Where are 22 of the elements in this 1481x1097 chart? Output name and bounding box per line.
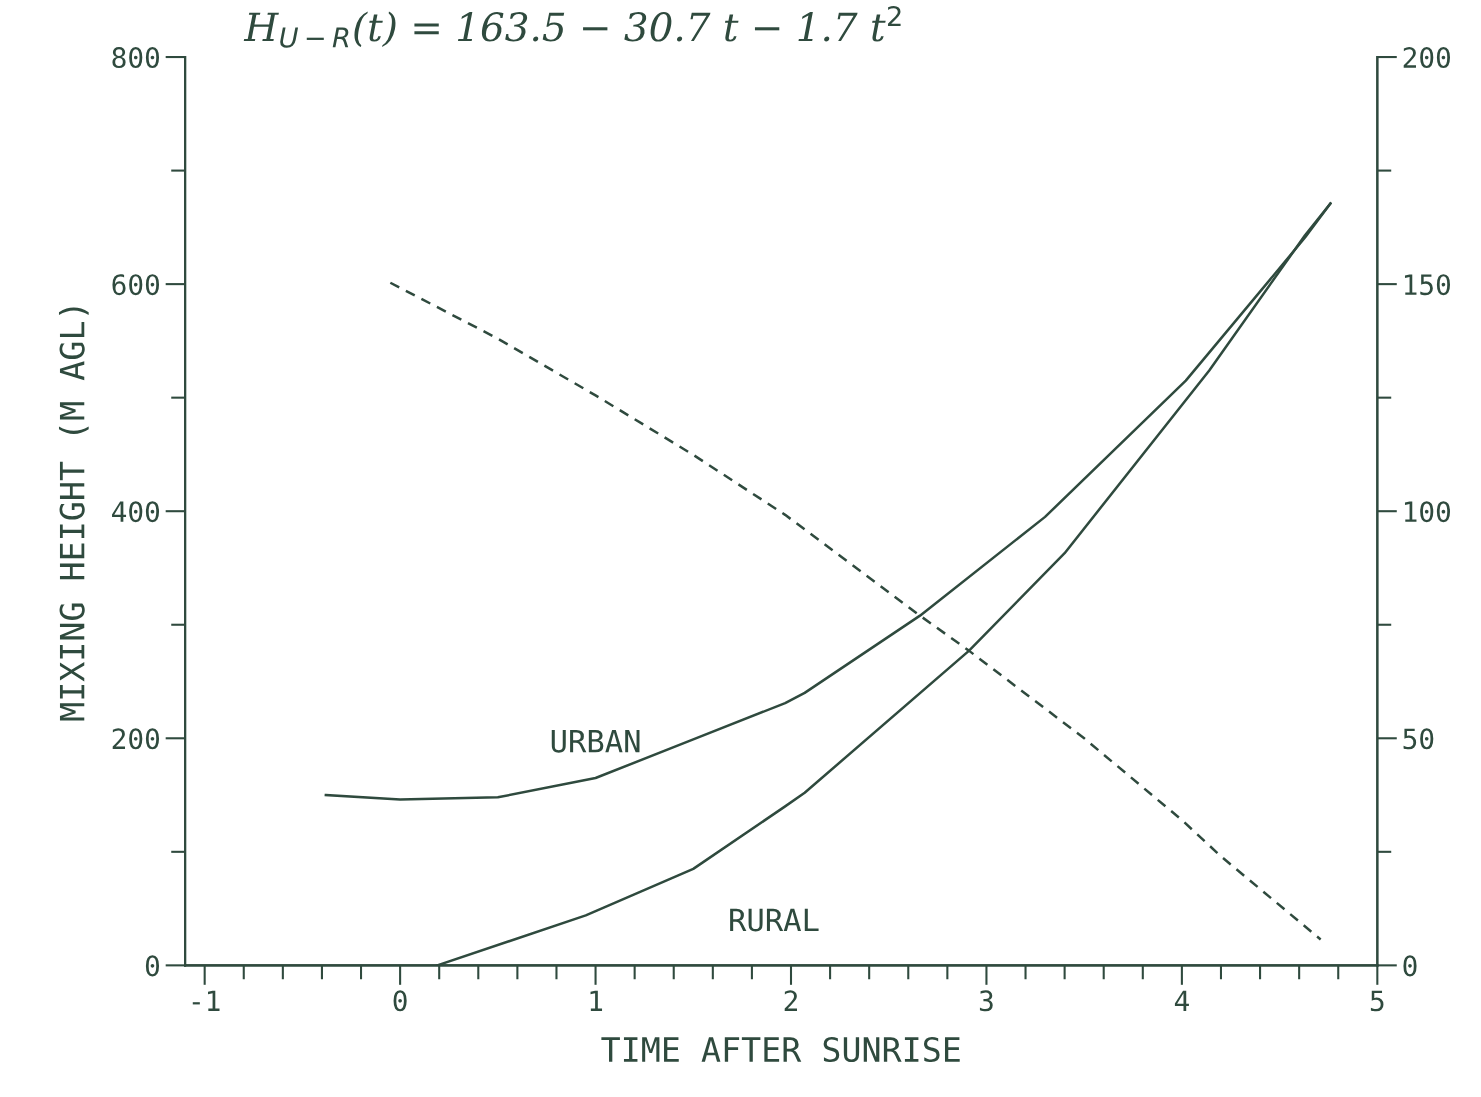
x-tick-label: -1 [192,990,220,1011]
y2-tick-label: 50 [1403,728,1434,750]
y-axis-title: MIXING HEIGHT (M AGL) [58,307,89,721]
y-tick-label: 600 [112,274,160,296]
x-tick-label: 4 [1174,990,1189,1011]
x-tick-label: 2 [784,990,797,1011]
y-tick-label: 400 [112,501,160,523]
y2-tick-label: 100 [1404,501,1450,523]
x-tick-label: 1 [590,990,603,1011]
x-tick-label: 0 [393,990,407,1012]
y2-tick-label: 0 [1403,955,1417,977]
x-axis-title: TIME AFTER SUNRISE [601,1036,960,1063]
y-tick-label: 800 [112,47,160,69]
y-tick-label: 0 [145,955,160,977]
y-tick-label: 200 [112,728,160,750]
text: H$_{U−R}$(t) = 163.5 − 30.7 t − 1.7 t$^{2}$ [243,5,901,48]
x-tick-label: 3 [979,990,993,1012]
series-label: URBAN [551,729,640,753]
y2-tick-label: 200 [1403,47,1450,69]
series-label: RURAL [730,908,819,932]
x-tick-label: 5 [1370,990,1384,1012]
y2-tick-label: 150 [1404,274,1450,296]
